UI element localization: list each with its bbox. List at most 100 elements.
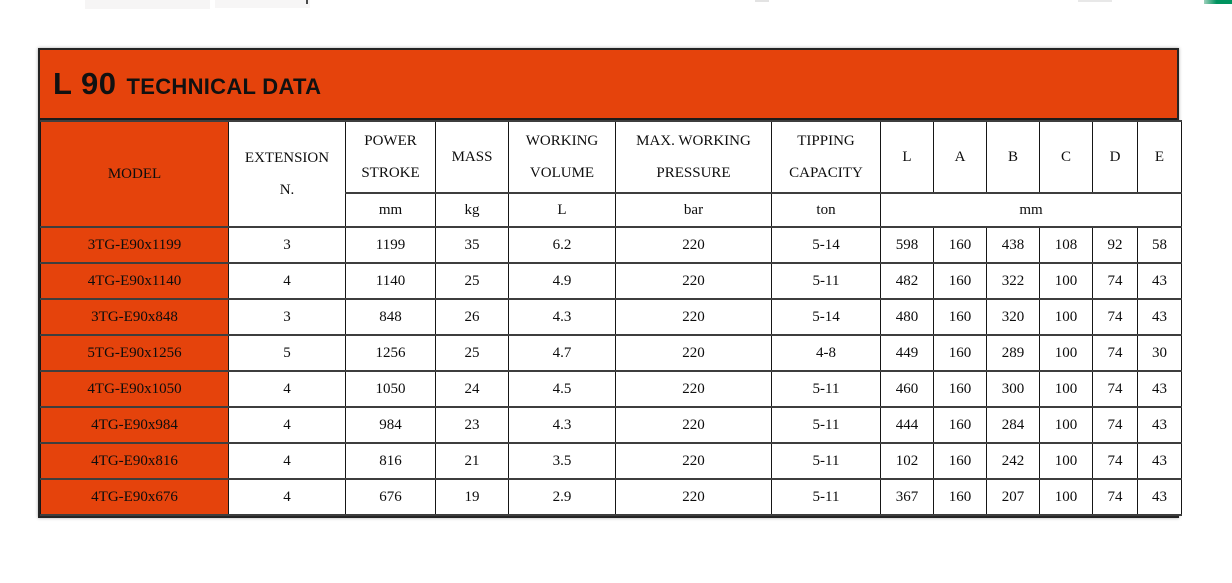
cell-extension: 4	[228, 442, 346, 480]
cell-e: 43	[1137, 442, 1182, 480]
cell-l: 367	[880, 478, 934, 516]
cell-model: 4TG-E90x676	[40, 478, 229, 516]
page-top-artifact	[85, 0, 210, 9]
cell-mass: 21	[435, 442, 509, 480]
col-header-dim-a: A	[933, 120, 987, 194]
table-row: 4TG-E90x1050 4 1050 24 4.5 220 5-11 460 160 300 10…	[40, 370, 1182, 408]
cell-l: 460	[880, 370, 934, 408]
cell-power_stroke: 816	[345, 442, 436, 480]
cell-b: 284	[986, 406, 1040, 444]
table-row: 4TG-E90x816 4 816 21 3.5 220 5-11 102 160 242 100 7…	[40, 442, 1182, 480]
cell-mass: 23	[435, 406, 509, 444]
page-top-artifact	[755, 0, 769, 2]
cell-extension: 3	[228, 298, 346, 336]
green-corner-strip	[1204, 0, 1232, 4]
cell-mass: 26	[435, 298, 509, 336]
cell-a: 160	[933, 262, 987, 300]
cell-mass: 25	[435, 334, 509, 372]
cell-l: 598	[880, 226, 934, 264]
cell-c: 108	[1039, 226, 1093, 264]
col-header-dim-l: L	[880, 120, 934, 194]
col-header-dim-c: C	[1039, 120, 1093, 194]
cell-c: 100	[1039, 406, 1093, 444]
col-header-dim-b: B	[986, 120, 1040, 194]
cell-b: 289	[986, 334, 1040, 372]
cell-e: 30	[1137, 334, 1182, 372]
cell-c: 100	[1039, 334, 1093, 372]
title-suffix: TECHNICAL DATA	[126, 74, 322, 99]
cell-tipping_capacity: 4-8	[771, 334, 881, 372]
cell-model: 4TG-E90x1140	[40, 262, 229, 300]
cell-e: 43	[1137, 478, 1182, 516]
table-body: 3TG-E90x1199 3 1199 35 6.2 220 5-14 598 160 438 10…	[40, 226, 1182, 516]
cell-d: 92	[1092, 226, 1138, 264]
cell-power_stroke: 1256	[345, 334, 436, 372]
cell-max_working_pressure: 220	[615, 478, 772, 516]
cell-mass: 25	[435, 262, 509, 300]
col-header-model: MODEL	[40, 120, 229, 228]
cell-model: 4TG-E90x984	[40, 406, 229, 444]
cell-a: 160	[933, 226, 987, 264]
cell-tipping_capacity: 5-14	[771, 298, 881, 336]
cell-mass: 19	[435, 478, 509, 516]
technical-data-table: MODEL EXTENSION N. POWER STROKE MASS WOR…	[40, 120, 1182, 516]
cell-working_volume: 4.5	[508, 370, 616, 408]
cell-b: 438	[986, 226, 1040, 264]
cell-extension: 4	[228, 370, 346, 408]
page-top-artifact	[306, 0, 308, 4]
page-top-artifact	[1078, 0, 1112, 2]
cell-power_stroke: 1199	[345, 226, 436, 264]
cell-c: 100	[1039, 298, 1093, 336]
cell-b: 322	[986, 262, 1040, 300]
cell-working_volume: 4.9	[508, 262, 616, 300]
unit-tipping-capacity: ton	[771, 192, 881, 228]
cell-working_volume: 4.7	[508, 334, 616, 372]
cell-d: 74	[1092, 406, 1138, 444]
cell-d: 74	[1092, 298, 1138, 336]
cell-e: 58	[1137, 226, 1182, 264]
technical-data-panel: L 90 TECHNICAL DATA MODEL EXTENSION N. P…	[38, 48, 1182, 518]
table-row: 3TG-E90x848 3 848 26 4.3 220 5-14 480 160 320 100 7…	[40, 298, 1182, 336]
cell-max_working_pressure: 220	[615, 262, 772, 300]
cell-max_working_pressure: 220	[615, 442, 772, 480]
title-model-name: L 90	[53, 66, 117, 101]
cell-max_working_pressure: 220	[615, 370, 772, 408]
cell-e: 43	[1137, 262, 1182, 300]
cell-b: 320	[986, 298, 1040, 336]
cell-extension: 4	[228, 406, 346, 444]
cell-power_stroke: 1140	[345, 262, 436, 300]
cell-a: 160	[933, 370, 987, 408]
cell-d: 74	[1092, 334, 1138, 372]
table-row: 5TG-E90x1256 5 1256 25 4.7 220 4-8 449 160 289 100…	[40, 334, 1182, 372]
col-header-mass: MASS	[435, 120, 509, 194]
cell-tipping_capacity: 5-14	[771, 226, 881, 264]
col-header-power-stroke: POWER STROKE	[345, 120, 436, 194]
cell-tipping_capacity: 5-11	[771, 262, 881, 300]
cell-tipping_capacity: 5-11	[771, 370, 881, 408]
cell-model: 3TG-E90x1199	[40, 226, 229, 264]
cell-c: 100	[1039, 370, 1093, 408]
cell-c: 100	[1039, 442, 1093, 480]
cell-max_working_pressure: 220	[615, 406, 772, 444]
cell-working_volume: 4.3	[508, 406, 616, 444]
cell-b: 207	[986, 478, 1040, 516]
unit-max-working-pressure: bar	[615, 192, 772, 228]
cell-b: 300	[986, 370, 1040, 408]
cell-e: 43	[1137, 298, 1182, 336]
cell-working_volume: 3.5	[508, 442, 616, 480]
cell-l: 102	[880, 442, 934, 480]
cell-working_volume: 6.2	[508, 226, 616, 264]
table-title-bar: L 90 TECHNICAL DATA	[40, 50, 1177, 120]
cell-tipping_capacity: 5-11	[771, 442, 881, 480]
cell-max_working_pressure: 220	[615, 334, 772, 372]
cell-a: 160	[933, 334, 987, 372]
cell-power_stroke: 984	[345, 406, 436, 444]
cell-extension: 5	[228, 334, 346, 372]
col-header-tipping-capacity: TIPPING CAPACITY	[771, 120, 881, 194]
cell-model: 5TG-E90x1256	[40, 334, 229, 372]
cell-model: 4TG-E90x816	[40, 442, 229, 480]
cell-b: 242	[986, 442, 1040, 480]
cell-l: 482	[880, 262, 934, 300]
cell-max_working_pressure: 220	[615, 226, 772, 264]
cell-power_stroke: 1050	[345, 370, 436, 408]
